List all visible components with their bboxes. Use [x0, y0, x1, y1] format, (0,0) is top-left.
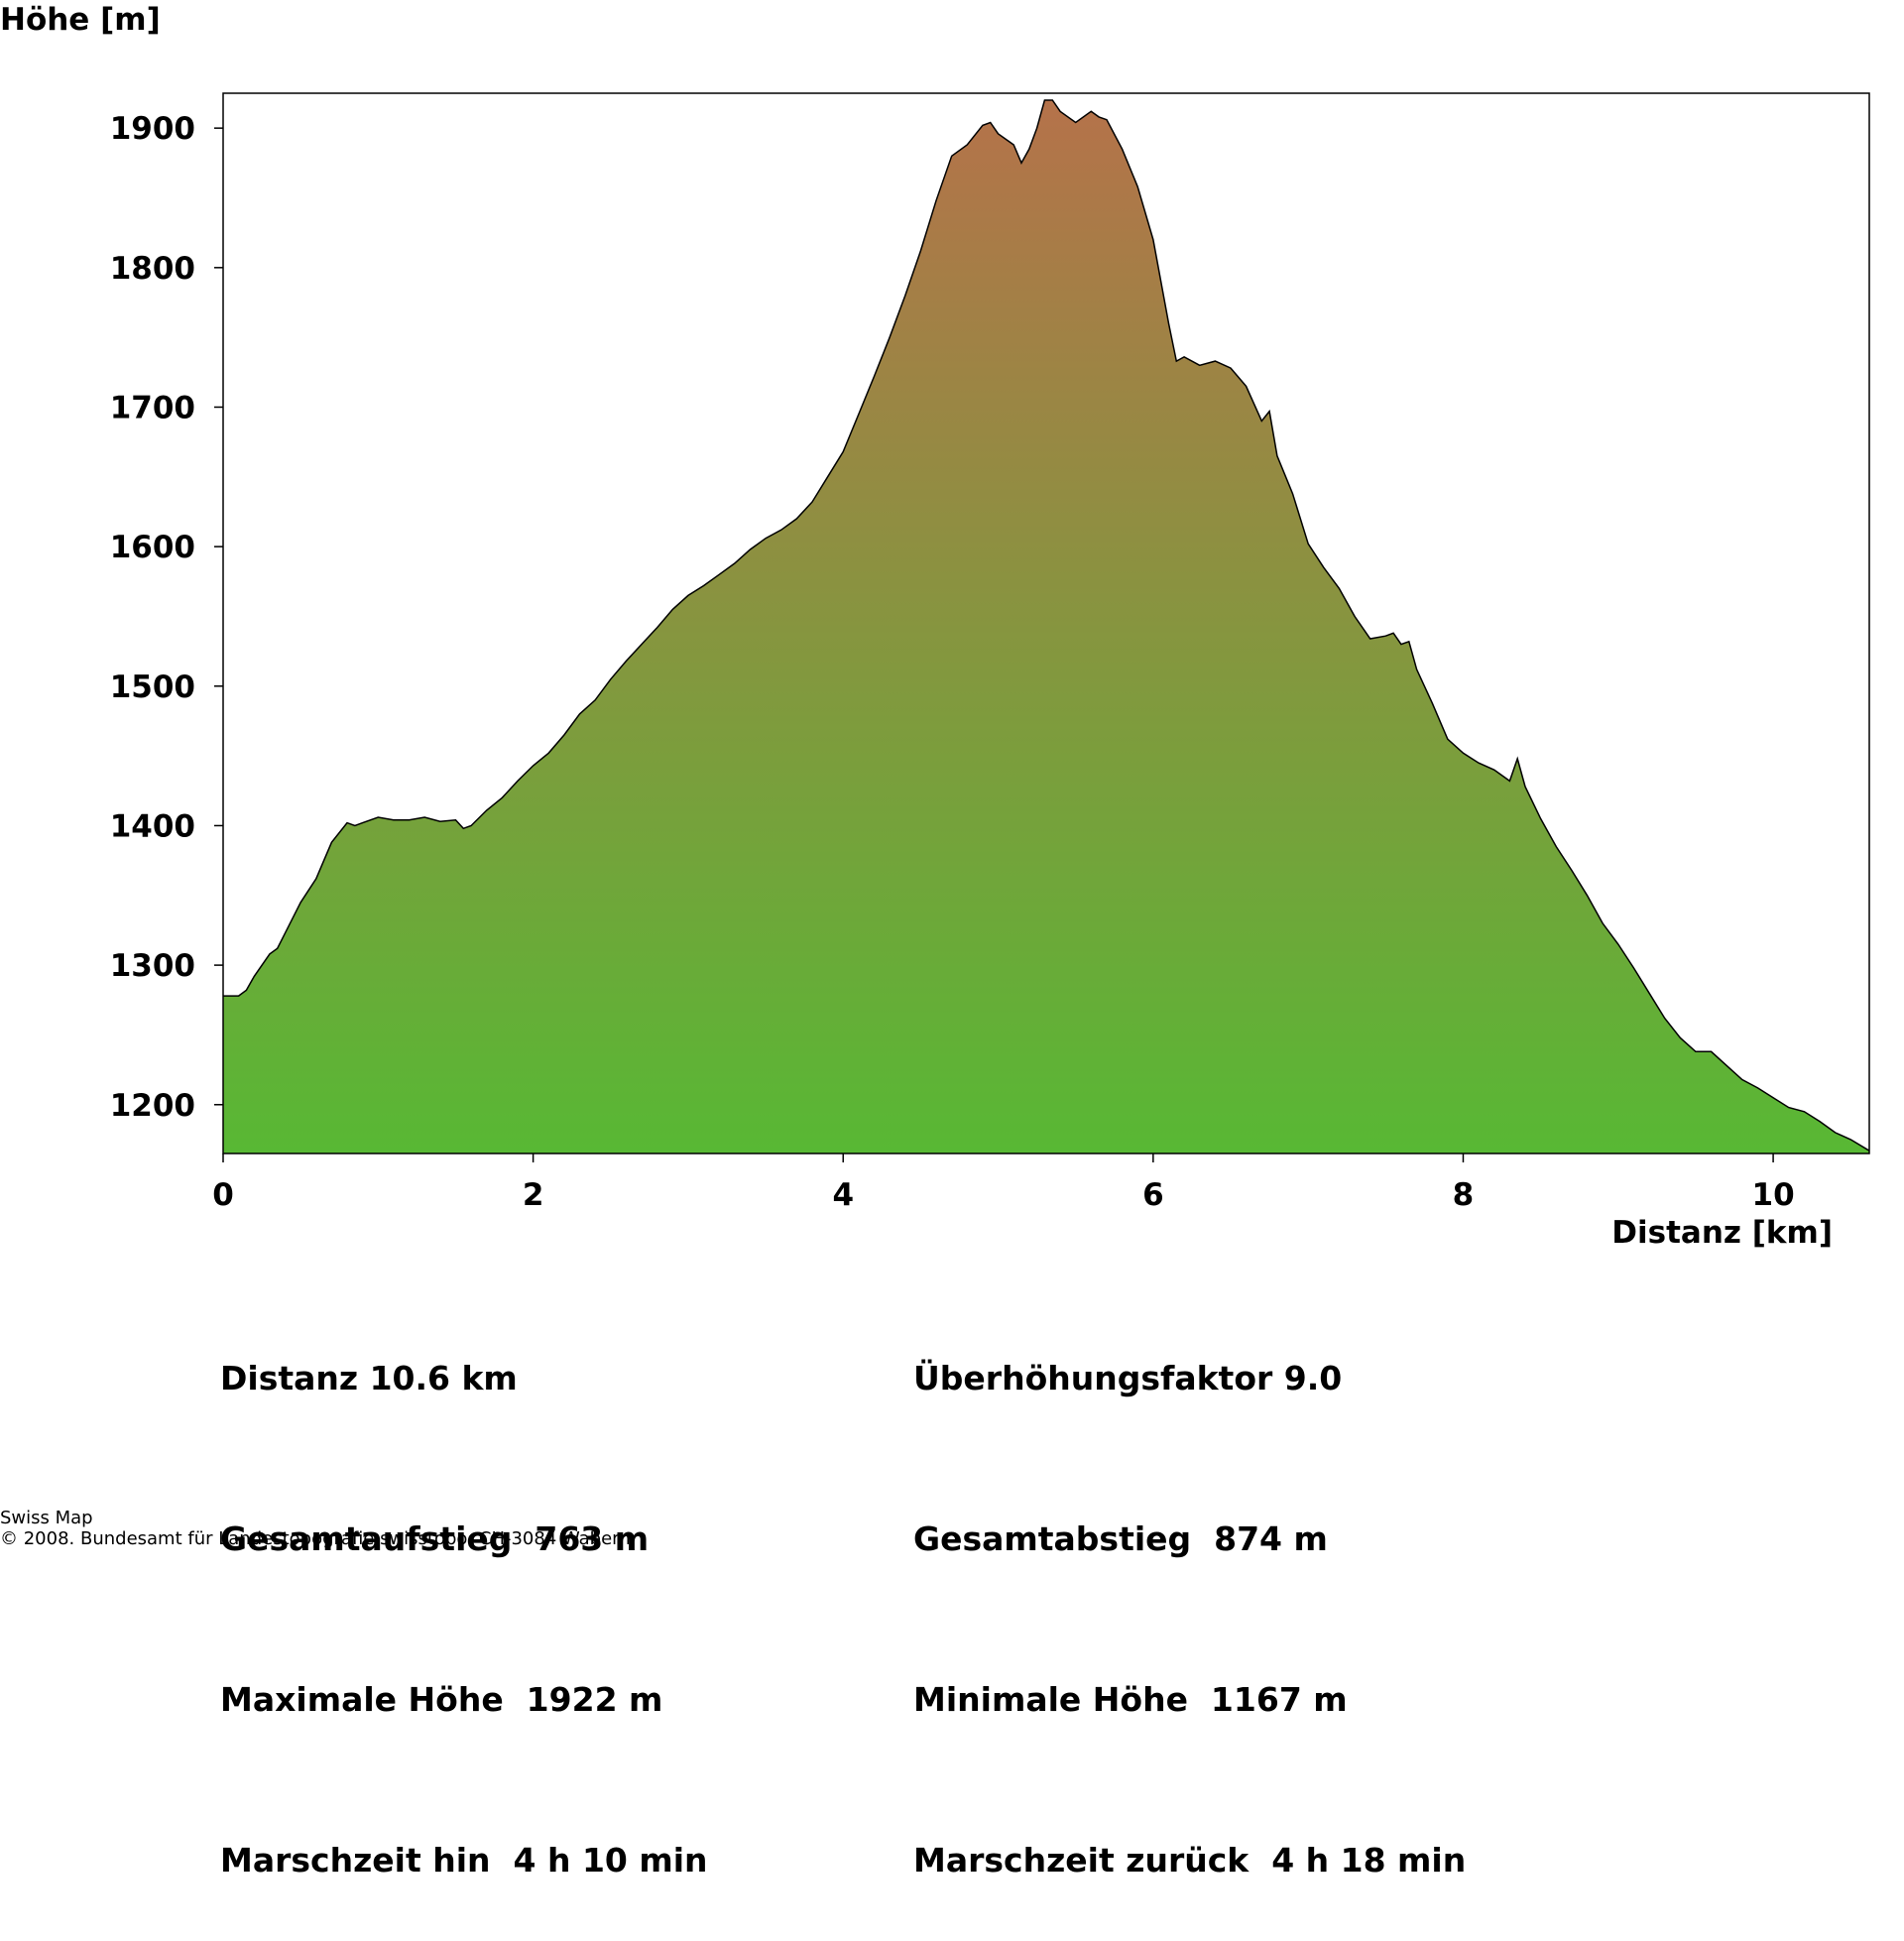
- stat-exaggeration-factor: Überhöhungsfaktor 9.0: [913, 1359, 1343, 1397]
- y-axis-ticks: 1200 1300 1400 1500 1600 1700 1800 1900: [110, 111, 223, 1124]
- y-tick-label: 1800: [110, 251, 195, 287]
- y-tick-label: 1300: [110, 948, 195, 984]
- x-tick-label: 4: [832, 1177, 854, 1213]
- elevation-profile-line: [223, 99, 1870, 1152]
- footer: Swiss Map © 2008. Bundesamt für Landesto…: [0, 1508, 631, 1549]
- x-tick-label: 0: [212, 1177, 234, 1213]
- x-tick-label: 8: [1453, 1177, 1475, 1213]
- x-tick-label: 10: [1752, 1177, 1795, 1213]
- y-tick-label: 1400: [110, 808, 195, 844]
- elevation-area: [223, 100, 1869, 1153]
- stat-total-ascent: Gesamtaufstieg 763 m: [220, 1519, 650, 1558]
- y-tick-label: 1600: [110, 530, 195, 565]
- stats-right: Überhöhungsfaktor 9.0 Gesamtabstieg 874 …: [913, 1245, 1466, 1941]
- y-tick-label: 1900: [110, 111, 195, 147]
- y-tick-label: 1500: [110, 669, 195, 705]
- x-axis-label: Distanz [km]: [1611, 1215, 1833, 1251]
- footer-copyright: © 2008. Bundesamt für Landestopografie s…: [0, 1528, 631, 1549]
- stat-distance: Distanz 10.6 km: [220, 1359, 518, 1397]
- stats-left: Distanz 10.6 km Gesamtaufstieg 763 m Max…: [220, 1245, 708, 1941]
- y-axis-label: Höhe [m]: [0, 2, 161, 38]
- stat-walking-time-back: Marschzeit zurück 4 h 18 min: [913, 1841, 1467, 1880]
- x-tick-label: 6: [1142, 1177, 1164, 1213]
- stat-walking-time-out: Marschzeit hin 4 h 10 min: [220, 1841, 708, 1880]
- footer-source: Swiss Map: [0, 1508, 93, 1528]
- plot-frame: [222, 92, 1870, 1154]
- y-tick-label: 1700: [110, 390, 195, 425]
- stat-max-elevation: Maximale Höhe 1922 m: [220, 1680, 663, 1719]
- stat-total-descent: Gesamtabstieg 874 m: [913, 1519, 1328, 1558]
- x-axis-ticks: 0 2 4 6 8 10: [212, 1153, 1795, 1213]
- x-tick-label: 2: [523, 1177, 544, 1213]
- elevation-profile-chart: Höhe [m] 1200 1300 1400 1500 1600 1700 1800 190…: [0, 2, 1870, 1251]
- stat-min-elevation: Minimale Höhe 1167 m: [913, 1680, 1348, 1719]
- y-tick-label: 1200: [110, 1088, 195, 1124]
